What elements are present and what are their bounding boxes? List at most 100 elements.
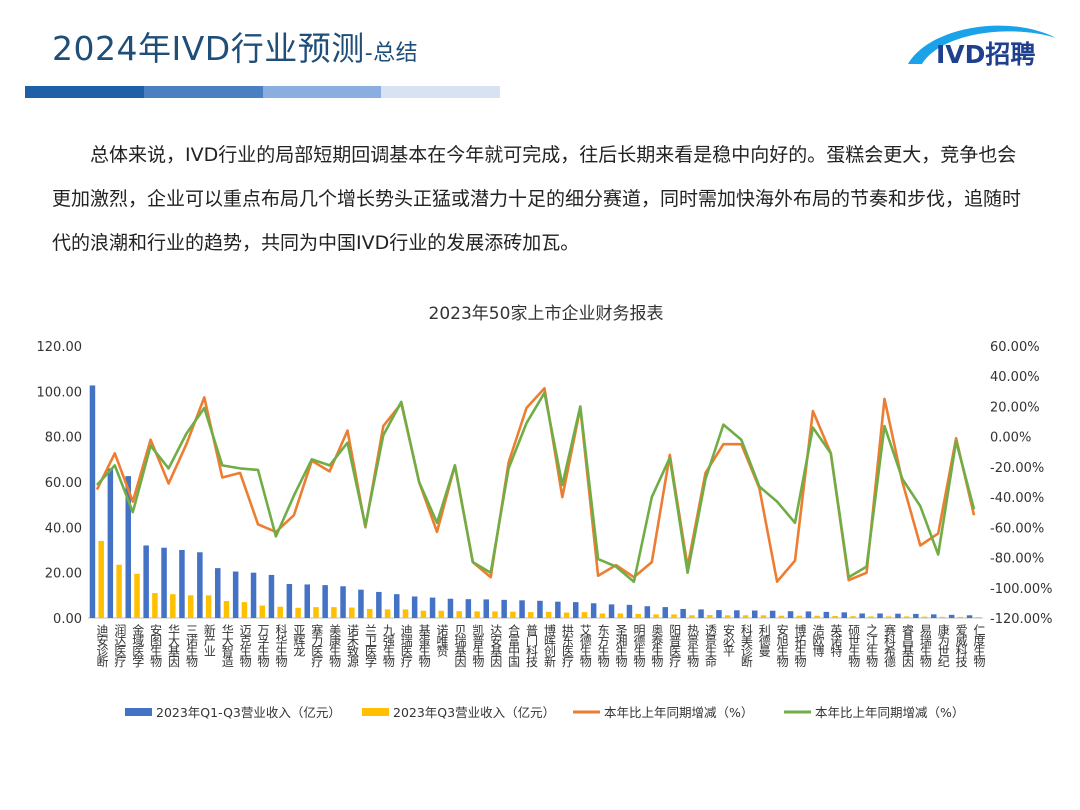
bar-q1q3-revenue <box>859 613 865 618</box>
bar-q3-revenue <box>563 612 570 618</box>
bar-q1q3-revenue <box>519 600 525 618</box>
x-category-label: 爱威科技 <box>954 624 968 668</box>
chart-title: 2023年50家上市企业财务报表 <box>429 304 664 324</box>
legend-swatch <box>362 708 389 716</box>
bar-q3-revenue <box>903 616 910 618</box>
x-category-label: 圣湘生物 <box>614 624 628 668</box>
bar-q1q3-revenue <box>573 602 579 618</box>
bar-q3-revenue <box>277 606 283 618</box>
bar-q1q3-revenue <box>268 574 275 618</box>
x-category-label: 普门科技 <box>525 624 539 668</box>
bar-q3-revenue <box>134 573 140 618</box>
bar-q1q3-revenue <box>948 614 955 618</box>
legend-swatch <box>125 708 152 716</box>
bar-q3-revenue <box>170 594 176 618</box>
bar-q1q3-revenue <box>555 601 561 618</box>
bar-q3-revenue <box>581 612 588 618</box>
y-right-tick-label: 60.00% <box>990 340 1040 355</box>
legend-label: 本年比上年同期增减（%） <box>604 705 753 720</box>
y-left-tick-label: 80.00 <box>45 431 82 446</box>
x-category-label: 东方生物 <box>596 624 610 668</box>
bar-q1q3-revenue <box>841 612 847 618</box>
bar-q1q3-revenue <box>966 615 973 618</box>
bar-q1q3-revenue <box>411 596 418 618</box>
bar-q3-revenue <box>689 615 695 618</box>
bar-q3-revenue <box>420 610 427 618</box>
y-left-tick-label: 60.00 <box>45 476 82 491</box>
x-category-label: 新产业 <box>202 623 216 656</box>
bar-q3-revenue <box>528 612 534 618</box>
x-category-label: 科华生物 <box>274 624 288 668</box>
x-category-label: 迪瑞医疗 <box>399 624 413 669</box>
page-title: 2024年IVD行业预测-总结 <box>52 22 418 70</box>
x-category-label: 康为世纪 <box>936 623 950 668</box>
bar-q3-revenue <box>187 595 194 618</box>
y-right-tick-label: -120.00% <box>990 612 1053 627</box>
x-category-label: 华大智造 <box>220 624 234 668</box>
bar-q3-revenue <box>814 615 820 618</box>
x-category-label: 安图生物 <box>149 623 163 668</box>
bar-q3-revenue <box>975 617 982 618</box>
bar-q1q3-revenue <box>895 613 901 618</box>
bar-q1q3-revenue <box>608 604 615 618</box>
y-right-tick-label: -80.00% <box>990 552 1044 567</box>
x-category-label: 睿昌基因 <box>900 623 914 668</box>
y-right-tick-label: 20.00% <box>990 400 1040 415</box>
line-growth-green <box>96 391 976 584</box>
x-category-label: 迈克生物 <box>238 624 252 668</box>
bar-q1q3-revenue <box>483 599 489 618</box>
x-category-label: 美康生物 <box>328 624 342 668</box>
bar-q1q3-revenue <box>644 606 651 618</box>
bar-q1q3-revenue <box>429 597 436 618</box>
bar-q1q3-revenue <box>662 607 668 618</box>
x-category-label: 三诺生物 <box>184 624 198 667</box>
bar-q3-revenue <box>886 616 892 618</box>
x-category-label: 赛科希德 <box>883 623 897 668</box>
bar-q1q3-revenue <box>322 585 328 618</box>
x-category-label: 奥泰生物 <box>650 624 664 668</box>
bar-q1q3-revenue <box>376 591 382 618</box>
bar-q1q3-revenue <box>394 594 400 618</box>
bar-q1q3-revenue <box>447 598 454 618</box>
bar-q1q3-revenue <box>179 550 185 618</box>
bar-q1q3-revenue <box>161 547 167 618</box>
bar-q3-revenue <box>599 613 606 618</box>
bar-q1q3-revenue <box>931 614 937 618</box>
bar-q3-revenue <box>742 615 749 618</box>
bar-q3-revenue <box>384 609 391 618</box>
title-underline-bar <box>25 86 500 98</box>
x-category-label: 兰卫医学 <box>363 624 377 668</box>
y-left-tick-label: 120.00 <box>37 340 83 355</box>
x-category-label: 利德曼 <box>757 624 771 657</box>
y-left-tick-label: 40.00 <box>45 521 82 536</box>
bar-q1q3-revenue <box>501 599 507 618</box>
bar-q3-revenue <box>635 613 641 618</box>
x-category-label: 安旭生物 <box>775 623 789 668</box>
y-left-tick-label: 0.00 <box>53 612 82 627</box>
bar-q3-revenue <box>259 605 266 618</box>
bar-q1q3-revenue <box>215 568 221 618</box>
title-bar-seg-1 <box>25 86 144 98</box>
bar-q3-revenue <box>295 607 301 618</box>
x-category-label: 安必平 <box>721 623 735 657</box>
x-category-label: 合富中国 <box>507 623 521 668</box>
bar-q3-revenue <box>653 614 659 618</box>
x-category-label: 诺唯赞 <box>435 624 449 658</box>
bar-q1q3-revenue <box>358 589 364 618</box>
bar-q3-revenue <box>760 615 767 618</box>
legend-label: 2023年Q1-Q3营业收入（亿元） <box>156 705 341 720</box>
y-right-tick-label: -100.00% <box>990 582 1053 597</box>
financial-chart: 2023年50家上市企业财务报表 0.00 20.00 40.00 60.00 80.0… <box>37 304 1053 720</box>
bar-q1q3-revenue <box>590 603 597 618</box>
bar-q3-revenue <box>724 615 731 618</box>
bar-q3-revenue <box>545 611 552 618</box>
x-category-label: 达安基因 <box>489 624 503 668</box>
page-title-main: 2024年IVD行业预测 <box>52 29 365 68</box>
bar-q3-revenue <box>205 595 212 618</box>
bar-q3-revenue <box>921 616 928 618</box>
bar-q3-revenue <box>492 611 498 618</box>
bar-q1q3-revenue <box>823 611 830 618</box>
x-category-label: 透景生命 <box>704 624 718 668</box>
bar-q3-revenue <box>366 608 373 618</box>
bar-q3-revenue <box>939 616 946 618</box>
